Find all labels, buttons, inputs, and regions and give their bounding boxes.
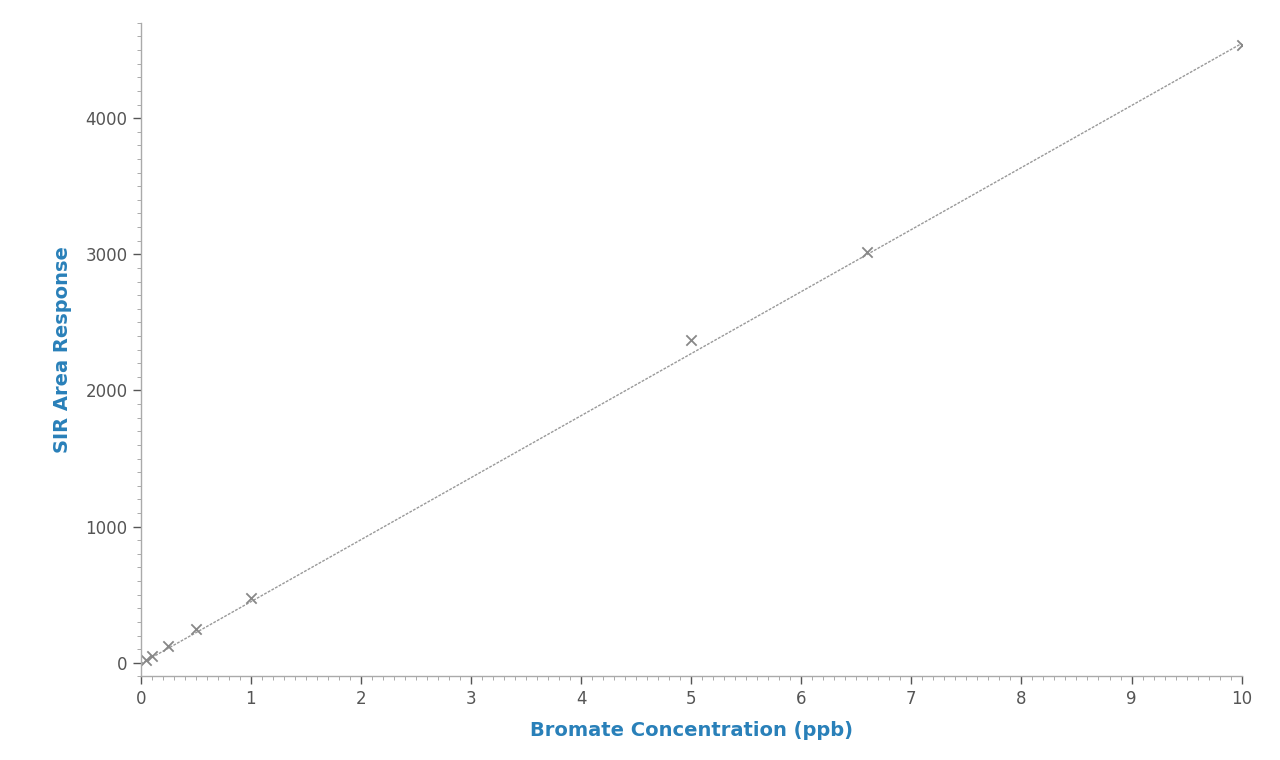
Point [142, 650, 163, 662]
Point [136, 654, 156, 666]
X-axis label: Bromate Concentration (ppb): Bromate Concentration (ppb) [530, 721, 852, 740]
Point [858, 245, 878, 258]
Point [241, 592, 261, 604]
Point [159, 641, 179, 653]
Point [1231, 39, 1252, 51]
Point [681, 334, 701, 346]
Point [186, 622, 206, 635]
Y-axis label: SIR Area Response: SIR Area Response [52, 246, 72, 453]
